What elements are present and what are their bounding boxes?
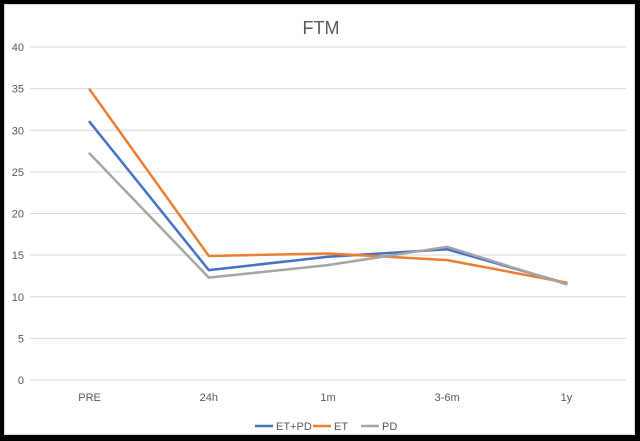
series-line-et: [88, 88, 568, 284]
y-tick-label: 25: [12, 167, 24, 179]
y-tick-label: 20: [12, 209, 24, 221]
y-tick-label: 15: [12, 250, 24, 262]
x-axis-ticks: PRE 24h 1m 3-6m 1y: [78, 392, 572, 404]
y-tick-label: 40: [12, 42, 24, 54]
y-tick-label: 0: [18, 375, 24, 387]
gridlines: [30, 46, 626, 381]
y-tick-label: 35: [12, 84, 24, 96]
legend-label: ET+PD: [276, 421, 312, 433]
y-axis-ticks: 0 5 10 15 20 25 30 35 40: [12, 42, 24, 387]
y-tick-label: 30: [12, 125, 24, 137]
x-tick-label: 1y: [561, 392, 573, 404]
series-line-pd: [88, 152, 568, 286]
y-tick-label: 10: [12, 292, 24, 304]
legend-label: ET: [334, 421, 348, 433]
line-chart: FTM 0 5 10 15 20 25 30 35 40 PRE 24h 1m 3-6m 1y ET+P…: [12, 18, 626, 433]
x-tick-label: PRE: [78, 392, 101, 404]
series-lines: [88, 88, 568, 286]
x-tick-label: 1m: [320, 392, 335, 404]
y-tick-label: 5: [18, 333, 24, 345]
legend-label: PD: [382, 421, 397, 433]
series-line-et-pd: [88, 120, 568, 285]
chart-title: FTM: [303, 18, 340, 38]
legend: ET+PD ET PD: [255, 421, 397, 433]
x-tick-label: 24h: [200, 392, 218, 404]
chart-frame: FTM 0 5 10 15 20 25 30 35 40 PRE 24h 1m 3-6m 1y ET+P…: [4, 4, 635, 435]
x-tick-label: 3-6m: [435, 392, 460, 404]
